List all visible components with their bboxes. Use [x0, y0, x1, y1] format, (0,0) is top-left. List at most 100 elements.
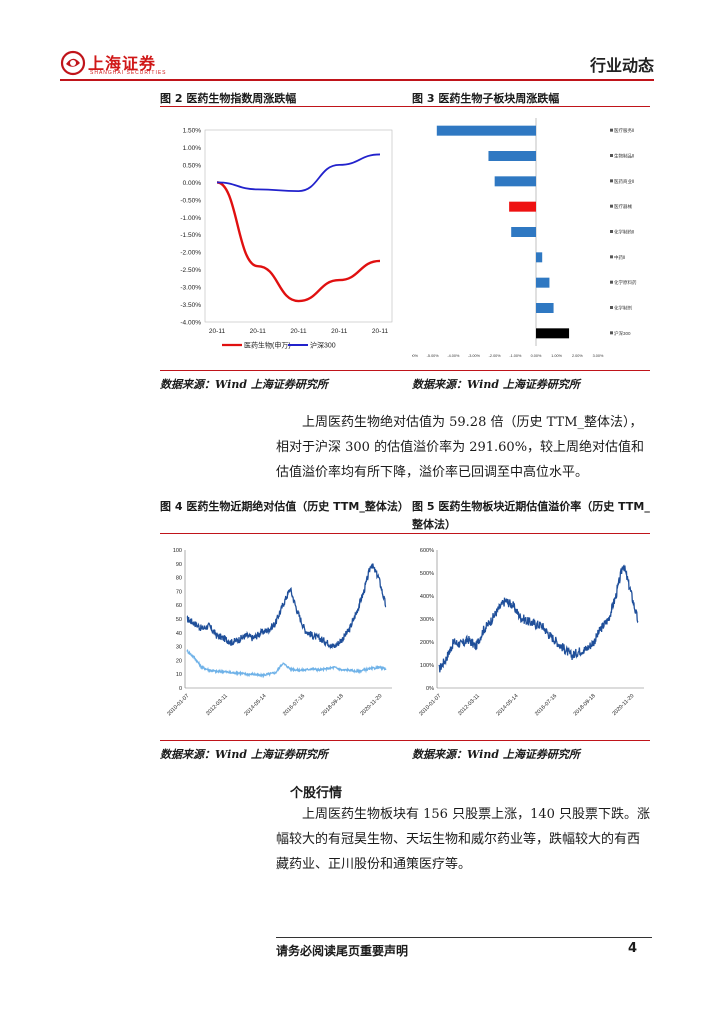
series-line-1 [216, 153, 381, 192]
legend-label: 沪深300 [310, 341, 336, 350]
x-tick-label: 20-11 [250, 328, 267, 335]
category-label: 化学制剂 [614, 305, 632, 312]
y-tick-label: -3.00% [180, 285, 201, 292]
y-tick-label: 20 [176, 658, 182, 664]
bar [436, 125, 536, 136]
x-tick-label: -6.00% [412, 354, 419, 358]
category-marker [610, 204, 613, 208]
x-tick-label: 2020-11-20 [612, 693, 636, 717]
category-label: 医疗服务Ⅱ [614, 127, 634, 134]
header: 上海证券 SHANGHAI SECURITIES 行业动态 [60, 48, 654, 78]
figure-4-5-title-rule [160, 533, 650, 534]
x-tick-label: 2020-11-20 [360, 693, 384, 717]
y-tick-label: 500% [420, 571, 434, 577]
header-rule [60, 79, 654, 81]
logo-text: 上海证券 [88, 54, 157, 73]
y-tick-label: -0.50% [180, 197, 201, 204]
category-marker [610, 179, 613, 183]
company-logo-icon [60, 50, 86, 76]
source-note-fig4: 数据来源：Wind 上海证券研究所 [160, 748, 328, 761]
source-note-fig3: 数据来源：Wind 上海证券研究所 [412, 378, 580, 391]
figure-2-chart: 1.50% 1.00% 0.50% 0.00% -0.50% -1.00% -1.50% -2… [180, 128, 393, 350]
bar [536, 277, 550, 288]
category-label: 医疗器械 [614, 203, 632, 210]
plot-area [204, 129, 393, 323]
footer-disclaimer: 请务必阅读尾页重要声明 [276, 944, 409, 958]
x-tick-label: 20-11 [209, 328, 226, 335]
figure-4-5-bottom-rule [160, 740, 650, 741]
y-tick-label: 0 [179, 686, 182, 692]
y-tick-label: -1.00% [180, 215, 201, 222]
y-tick-label: 40 [176, 631, 182, 637]
x-tick-label: -1.00% [509, 354, 522, 358]
series-line-0 [216, 181, 381, 303]
y-tick-label: 90 [176, 562, 182, 568]
y-tick-label: 60 [176, 603, 182, 609]
y-tick-label: 10 [176, 672, 182, 678]
category-label: 生物制品Ⅱ [614, 153, 634, 160]
x-tick-label: 20-11 [290, 328, 307, 335]
bar [488, 151, 536, 161]
figure-5-chart: 600% 500% 400% 300% 200% 100% 0%2010-01-07 2012… [418, 548, 644, 717]
section-title: 个股行情 [290, 786, 343, 801]
x-tick-label: 2010-01-07 [166, 693, 190, 717]
y-tick-label: -1.50% [180, 232, 201, 239]
page-number: 4 [628, 941, 638, 956]
legend-label: 医药生物(申万) [244, 341, 291, 350]
category-label: 沪深300 [614, 330, 631, 337]
figure-5-title-line1: 图 5 医药生物板块近期估值溢价率（历史 TTM_ [412, 500, 650, 513]
category-label: 化学原料药 [614, 279, 637, 286]
category-marker [610, 306, 613, 309]
x-tick-label: 2012-03-11 [457, 693, 481, 717]
x-tick-label: -3.00% [468, 354, 481, 358]
y-tick-label: -2.50% [180, 267, 201, 274]
x-tick-label: 2014-05-14 [495, 693, 519, 717]
valuation-paragraph: 上周医药生物绝对估值为 59.28 倍（历史 TTM_整体法），相对于沪深 30… [276, 415, 645, 480]
footer-rule [276, 937, 652, 938]
x-tick-label: -4.00% [447, 354, 460, 358]
logo-subtext: SHANGHAI SECURITIES [90, 70, 167, 76]
y-tick-label: 30 [176, 645, 182, 651]
x-tick-label: 2016-07-16 [282, 693, 306, 717]
y-tick-label: 0.00% [183, 180, 202, 187]
category-marker [610, 154, 613, 157]
y-tick-label: 80 [176, 576, 182, 582]
x-tick-label: 3.00% [593, 354, 604, 358]
y-tick-label: 0% [426, 686, 434, 692]
x-tick-label: 2012-03-11 [205, 693, 229, 717]
category-label: 化学制药Ⅱ [614, 229, 634, 236]
x-tick-label: 2.00% [572, 354, 583, 358]
y-tick-label: 600% [420, 548, 434, 554]
series-line-0 [438, 564, 639, 673]
figure-title-rule [160, 106, 650, 107]
y-tick-label: 50 [176, 617, 182, 623]
series-line-1 [186, 648, 387, 679]
stock-paragraph: 上周医药生物板块有 156 只股票上涨，140 只股票下跌。涨幅较大的有冠昊生物… [276, 807, 651, 872]
y-tick-label: 1.50% [183, 128, 202, 135]
bar [536, 252, 543, 263]
category-marker [610, 280, 613, 284]
category-marker [610, 128, 613, 132]
x-tick-label: 20-11 [331, 328, 348, 335]
bar [509, 201, 536, 212]
figure-bottom-rule [160, 370, 650, 371]
x-tick-label: -5.00% [427, 354, 440, 358]
bar [536, 303, 554, 313]
x-tick-label: 2010-01-07 [418, 693, 442, 717]
category-marker [610, 230, 613, 233]
y-tick-label: 1.00% [183, 145, 202, 152]
bar [511, 227, 536, 237]
y-tick-label: -3.50% [180, 302, 201, 309]
y-tick-label: 0.50% [183, 162, 202, 169]
bar [536, 328, 570, 339]
series-line-0 [186, 563, 387, 650]
x-tick-label: 2016-07-16 [534, 693, 558, 717]
category-marker [610, 255, 613, 259]
y-tick-label: 300% [420, 617, 434, 623]
y-tick-label: 70 [176, 589, 182, 595]
figure-2-title: 图 2 医药生物指数周涨跌幅 [160, 92, 297, 105]
figure-3-title: 图 3 医药生物子板块周涨跌幅 [412, 92, 560, 105]
figure-5-title-line2: 整体法） [412, 518, 456, 531]
category-label: 医药商业Ⅱ [614, 178, 634, 185]
